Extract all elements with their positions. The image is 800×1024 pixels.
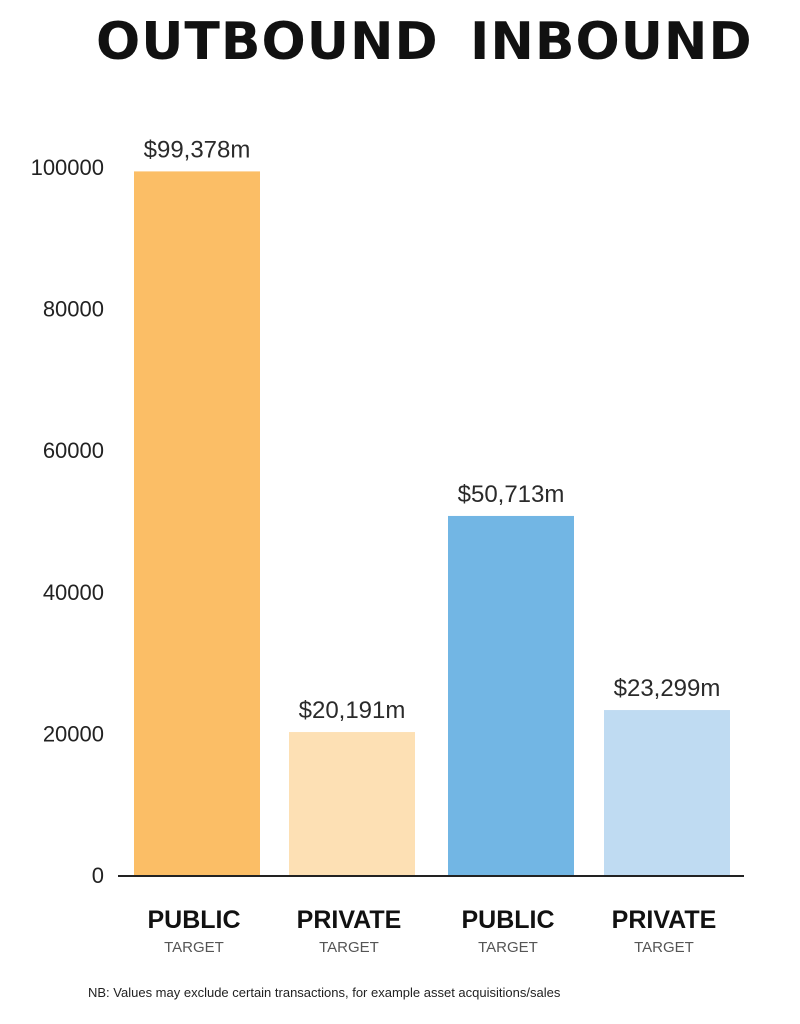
y-tick-label: 100000 [31, 155, 104, 180]
inbound-heading: INBOUND [470, 12, 753, 72]
category-label: PRIVATE [612, 906, 717, 934]
bar [604, 710, 730, 875]
footnote: NB: Values may exclude certain transacti… [88, 985, 561, 1000]
bar-chart: 0 20000 40000 60000 80000 100000 $99,378m $20,… [31, 136, 744, 956]
category-sublabel: TARGET [634, 939, 694, 956]
bar [289, 732, 415, 875]
y-tick-label: 0 [92, 863, 104, 888]
y-tick-label: 20000 [43, 721, 104, 746]
bar-value-label: $50,713m [458, 481, 565, 508]
bar-value-label: $99,378m [144, 136, 251, 163]
bar-value-label: $23,299m [614, 675, 721, 702]
category-sublabel: TARGET [478, 939, 538, 956]
y-axis-ticks: 0 20000 40000 60000 80000 100000 [31, 155, 104, 888]
category-sublabel: TARGET [164, 939, 224, 956]
bars [134, 171, 730, 876]
category-label: PRIVATE [297, 906, 402, 934]
outbound-heading: OUTBOUND [96, 12, 439, 72]
value-labels: $99,378m $20,191m $50,713m $23,299m [144, 136, 721, 724]
bar [134, 171, 260, 876]
y-tick-label: 40000 [43, 580, 104, 605]
bar-value-label: $20,191m [299, 697, 406, 724]
y-tick-label: 80000 [43, 297, 104, 322]
category-sublabel: TARGET [319, 939, 379, 956]
category-label: PUBLIC [147, 906, 240, 934]
bar [448, 515, 574, 875]
y-tick-label: 60000 [43, 438, 104, 463]
category-labels: PUBLIC TARGET PRIVATE TARGET PUBLIC TARGET PRI… [147, 906, 716, 956]
category-label: PUBLIC [461, 906, 554, 934]
